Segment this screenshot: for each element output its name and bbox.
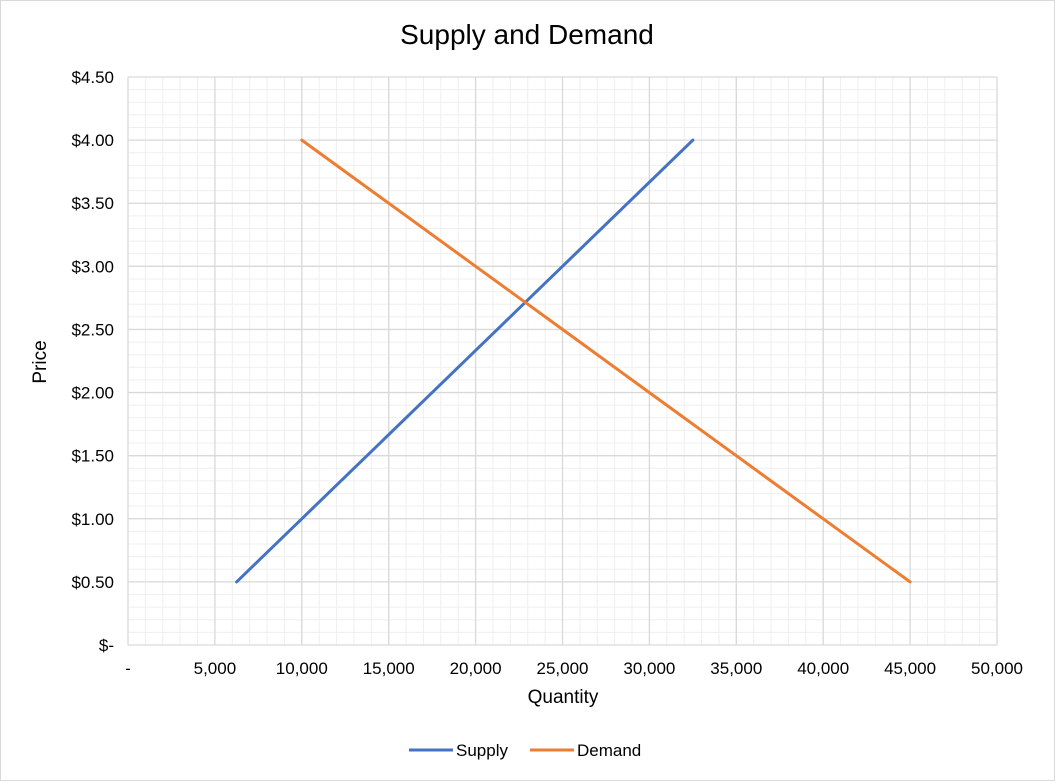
x-tick-label: 5,000 xyxy=(194,659,237,678)
x-tick-label: 50,000 xyxy=(971,659,1023,678)
x-tick-label: 35,000 xyxy=(710,659,762,678)
y-tick-label: $4.00 xyxy=(71,131,114,150)
y-tick-label: $3.50 xyxy=(71,194,114,213)
y-tick-label: $0.50 xyxy=(71,573,114,592)
grid xyxy=(127,76,998,646)
x-tick-label: 20,000 xyxy=(450,659,502,678)
series-line-demand xyxy=(300,138,912,584)
y-tick-label: $- xyxy=(99,636,114,655)
chart-title: Supply and Demand xyxy=(400,19,654,50)
x-tick-label: 45,000 xyxy=(884,659,936,678)
x-tick-label: 25,000 xyxy=(537,659,589,678)
x-tick-label: 30,000 xyxy=(623,659,675,678)
y-tick-label: $4.50 xyxy=(71,68,114,87)
y-tick-label: $3.00 xyxy=(71,257,114,276)
legend: Supply Demand xyxy=(409,741,641,760)
series-line-supply xyxy=(235,138,695,584)
y-tick-label: $2.00 xyxy=(71,384,114,403)
y-tick-label: $1.00 xyxy=(71,510,114,529)
legend-label-demand: Demand xyxy=(577,741,641,760)
x-axis-label: Quantity xyxy=(528,687,599,708)
x-tick-label: - xyxy=(125,659,131,678)
y-tick-label: $1.50 xyxy=(71,447,114,466)
legend-label-supply: Supply xyxy=(456,741,508,760)
tick-labels: - 5,000 10,000 15,000 20,000 25,000 30,000 35,0… xyxy=(71,68,1023,678)
x-tick-label: 40,000 xyxy=(797,659,849,678)
plot-series xyxy=(235,138,912,584)
y-axis-label: Price xyxy=(30,340,51,383)
y-tick-label: $2.50 xyxy=(71,320,114,339)
x-tick-label: 10,000 xyxy=(276,659,328,678)
x-tick-label: 15,000 xyxy=(363,659,415,678)
